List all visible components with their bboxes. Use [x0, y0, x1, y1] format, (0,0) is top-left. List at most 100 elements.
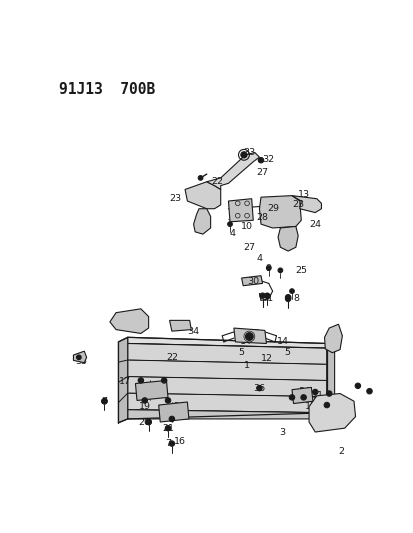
Text: 7: 7 [165, 439, 171, 448]
Text: 18: 18 [148, 386, 160, 395]
Polygon shape [127, 337, 326, 348]
Text: 3: 3 [323, 398, 329, 407]
Text: 17: 17 [119, 377, 131, 386]
Circle shape [102, 399, 107, 404]
Circle shape [165, 398, 170, 403]
Circle shape [240, 152, 247, 158]
Text: 10: 10 [240, 222, 252, 231]
Text: 23: 23 [292, 200, 304, 209]
Text: 2: 2 [120, 318, 126, 326]
Text: 11: 11 [311, 391, 323, 400]
Polygon shape [326, 343, 334, 417]
Circle shape [289, 289, 294, 294]
Text: 19: 19 [138, 402, 150, 411]
Circle shape [326, 391, 331, 396]
Polygon shape [278, 227, 297, 251]
Text: 12: 12 [324, 335, 336, 344]
Text: 20: 20 [138, 417, 150, 426]
Text: 23: 23 [169, 194, 181, 203]
Circle shape [366, 389, 371, 394]
Polygon shape [324, 324, 342, 353]
Polygon shape [127, 410, 326, 419]
Circle shape [285, 295, 290, 300]
Polygon shape [169, 320, 191, 331]
Polygon shape [73, 351, 86, 363]
Text: 33: 33 [243, 148, 255, 157]
Text: 29: 29 [267, 204, 279, 213]
Circle shape [323, 402, 329, 408]
Text: 12: 12 [260, 354, 272, 364]
Text: 1: 1 [243, 360, 249, 369]
Text: 36: 36 [253, 384, 265, 393]
Circle shape [245, 333, 253, 341]
Circle shape [300, 394, 306, 400]
Text: 13: 13 [297, 190, 309, 199]
Text: 8: 8 [293, 294, 299, 303]
Text: 5: 5 [284, 348, 290, 357]
Text: 4: 4 [256, 254, 262, 263]
Polygon shape [241, 276, 262, 286]
Polygon shape [259, 196, 301, 228]
Text: 30: 30 [247, 277, 259, 286]
Polygon shape [308, 393, 355, 432]
Polygon shape [228, 199, 253, 222]
Polygon shape [135, 381, 168, 400]
Circle shape [278, 268, 282, 273]
Polygon shape [291, 196, 320, 213]
Text: 14: 14 [239, 337, 251, 346]
Circle shape [289, 394, 294, 400]
Circle shape [138, 378, 143, 383]
Text: 3: 3 [279, 427, 285, 437]
Text: 16: 16 [173, 437, 185, 446]
Text: 22: 22 [210, 177, 222, 186]
Text: 34: 34 [298, 387, 310, 395]
Polygon shape [291, 387, 312, 403]
Circle shape [258, 158, 263, 163]
Text: 2: 2 [338, 447, 344, 456]
Circle shape [169, 416, 174, 422]
Circle shape [354, 383, 360, 389]
Circle shape [198, 175, 202, 180]
Text: 24: 24 [309, 220, 320, 229]
Text: 4: 4 [229, 229, 235, 238]
Polygon shape [118, 337, 127, 423]
Text: 28: 28 [256, 213, 268, 222]
Text: 25: 25 [294, 266, 306, 275]
Text: 11: 11 [304, 402, 316, 411]
Circle shape [161, 378, 166, 383]
Polygon shape [206, 152, 259, 189]
Text: 31: 31 [261, 294, 273, 303]
Text: 7: 7 [101, 397, 107, 406]
Circle shape [142, 398, 147, 403]
Polygon shape [185, 182, 220, 209]
Circle shape [227, 222, 232, 227]
Polygon shape [193, 209, 210, 234]
Polygon shape [233, 328, 266, 343]
Text: 34: 34 [187, 327, 199, 336]
Polygon shape [127, 343, 326, 413]
Text: 27: 27 [243, 243, 255, 252]
Circle shape [165, 425, 170, 431]
Circle shape [145, 419, 151, 425]
Circle shape [169, 441, 174, 446]
Text: 14: 14 [276, 337, 288, 346]
Circle shape [266, 265, 271, 270]
Circle shape [145, 419, 151, 425]
Text: 91J13  700B: 91J13 700B [59, 82, 155, 96]
Text: 22: 22 [166, 353, 178, 362]
Circle shape [256, 385, 261, 391]
Polygon shape [158, 402, 188, 422]
Circle shape [76, 355, 81, 360]
Circle shape [259, 293, 265, 298]
Text: 32: 32 [262, 155, 274, 164]
Text: 21: 21 [161, 424, 173, 433]
Text: 27: 27 [256, 168, 268, 177]
Text: 9: 9 [265, 264, 271, 273]
Text: 5: 5 [237, 348, 243, 357]
Text: 15: 15 [248, 329, 260, 338]
Circle shape [264, 293, 269, 298]
Circle shape [102, 399, 107, 404]
Circle shape [312, 389, 317, 394]
Text: 26: 26 [173, 402, 185, 411]
Text: 35: 35 [75, 357, 87, 366]
